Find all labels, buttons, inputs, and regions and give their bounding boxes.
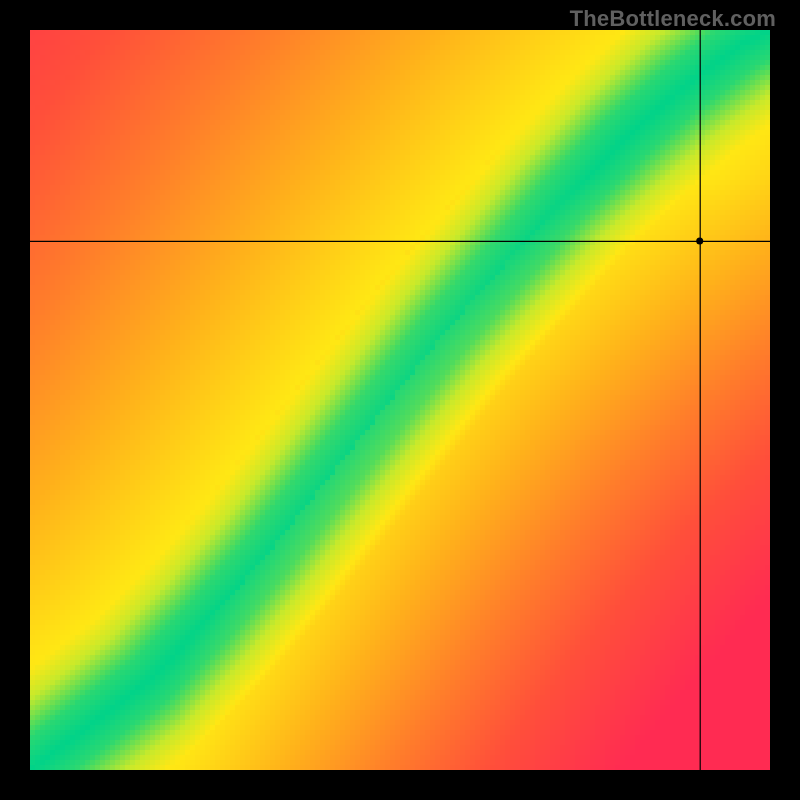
watermark-text: TheBottleneck.com [570,6,776,32]
bottleneck-heatmap [0,0,800,800]
